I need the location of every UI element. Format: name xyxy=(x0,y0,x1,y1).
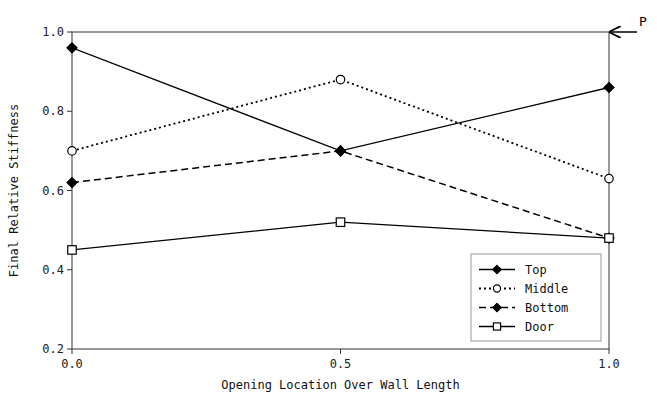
legend-label: Middle xyxy=(525,282,568,296)
x-tick-label: 1.0 xyxy=(598,357,620,371)
point xyxy=(68,147,77,156)
series-line xyxy=(72,151,609,238)
point xyxy=(336,146,346,156)
series-line xyxy=(72,80,609,179)
legend: Top Middle Bottom Door xyxy=(471,254,601,341)
annotation-text: P xyxy=(639,14,647,29)
legend-label: Bottom xyxy=(525,301,568,315)
annotation-arrow xyxy=(610,31,637,33)
x-tick-label: 0.0 xyxy=(61,357,83,371)
markers xyxy=(67,43,614,254)
y-tick-label: 0.6 xyxy=(42,184,64,198)
legend-label: Top xyxy=(525,263,547,277)
series-line xyxy=(72,48,609,151)
lines xyxy=(72,48,609,250)
legend-marker xyxy=(493,285,500,292)
legend-label: Door xyxy=(525,320,554,334)
y-tick xyxy=(67,190,72,191)
plot-frame xyxy=(72,32,609,349)
point xyxy=(336,218,345,227)
y-tick xyxy=(67,269,72,270)
x-tick-label: 0.5 xyxy=(330,357,352,371)
point xyxy=(68,246,77,255)
x-tick xyxy=(72,349,73,354)
chart: 0.0 0.5 1.0 0.2 0.4 0.6 0.8 1.0 Opening Location… xyxy=(0,0,657,401)
y-tick xyxy=(67,111,72,112)
x-tick xyxy=(340,349,341,354)
y-tick xyxy=(67,32,72,33)
point xyxy=(604,233,614,243)
legend-marker xyxy=(493,303,501,311)
legend-box xyxy=(471,254,601,341)
y-tick xyxy=(67,349,72,350)
point xyxy=(336,75,345,84)
y-tick-label: 1.0 xyxy=(42,25,64,39)
y-tick-label: 0.8 xyxy=(42,104,64,118)
point xyxy=(336,146,346,156)
point xyxy=(605,174,614,183)
legend-marker xyxy=(493,265,501,273)
legend-marker xyxy=(493,323,500,330)
y-axis-label: Final Relative Stiffness xyxy=(7,104,21,277)
point xyxy=(604,82,614,92)
x-axis-label: Opening Location Over Wall Length xyxy=(221,378,459,392)
y-tick-label: 0.4 xyxy=(42,263,64,277)
y-tick-label: 0.2 xyxy=(42,342,64,356)
x-tick xyxy=(609,349,610,354)
point xyxy=(67,178,77,188)
point xyxy=(605,234,614,243)
point xyxy=(67,43,77,53)
